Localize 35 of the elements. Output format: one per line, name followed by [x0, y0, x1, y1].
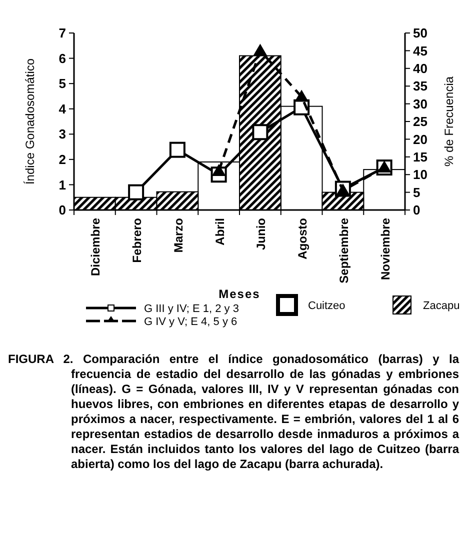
x-tick-label: Agosto [296, 218, 310, 260]
x-axis-title: Meses [218, 287, 260, 301]
y-tick-label: 5 [58, 76, 66, 92]
text: FIGURA 2. Comparación entre el índice gonadosomático (barras) y la frecuencia de estadio del desarrollo de las gónadas y embriones (líneas). G = Gónada, valores III, IV y V representan gónadas con huevos libres, con embriones en diferentes etapas de desarrollo y próximos a nacer, respectivamente. E = embrión, valores del 1 al 6 representan estadios de desarrollo desde inmaduros a próximos a nacer. Están incluidos tanto los valores del lago de Cuitzeo (barra abierta) como los del lago de Zacapu (barra achurada). [8, 352, 459, 472]
y2-tick-label: 15 [413, 149, 428, 164]
legend-label: Cuitzeo [308, 300, 346, 312]
y-tick-label: 3 [58, 126, 66, 142]
y-tick-label: 0 [58, 202, 66, 218]
y-axis-title: Índice Gonadosomático [23, 58, 37, 185]
x-tick-label: Diciembre [88, 218, 103, 276]
x-tick-label: Marzo [171, 218, 186, 253]
y2-tick-label: 50 [413, 26, 428, 41]
y-tick-label: 6 [58, 50, 66, 66]
y2-tick-label: 5 [413, 184, 420, 200]
y-tick-label: 7 [58, 26, 66, 41]
x-tick-label: Noviembre [378, 218, 392, 280]
y2-tick-label: 40 [413, 60, 428, 76]
y-tick-label: 4 [58, 101, 67, 116]
x-tick-label: Junio [254, 218, 268, 250]
y2-tick-label: 20 [413, 132, 428, 147]
y2-tick-label: 10 [413, 167, 428, 182]
y2-tick-label: 35 [413, 78, 428, 94]
legend-label: G III y IV; E 1, 2 y 3 [144, 302, 239, 315]
y2-tick-label: 0 [413, 202, 420, 218]
y2-tick-label: 45 [413, 43, 428, 58]
y2-axis-title: % de Frecuencia [442, 76, 456, 167]
x-tick-label: Febrero [130, 218, 144, 263]
y2-tick-label: 25 [413, 114, 428, 130]
y-tick-label: 2 [58, 152, 66, 167]
legend-label: Zacapu [423, 300, 460, 312]
x-tick-label: Septiembre [336, 218, 351, 284]
legend-label: G IV y V; E 4, 5 y 6 [144, 316, 238, 328]
y-tick-label: 1 [58, 177, 66, 192]
y2-tick-label: 30 [413, 96, 428, 112]
x-tick-label: Abril [212, 218, 227, 246]
